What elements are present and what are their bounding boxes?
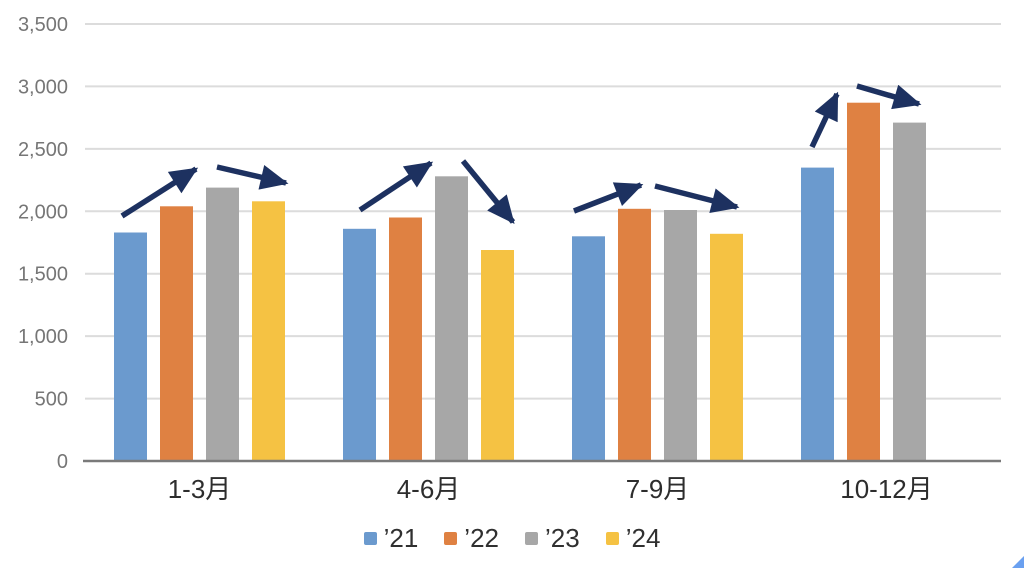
legend-swatch <box>363 531 377 545</box>
x-axis-label: 1-3月 <box>168 474 232 504</box>
y-tick-label: 1,000 <box>18 326 68 348</box>
bar-23-10-12月 <box>893 122 926 461</box>
trend-arrow <box>654 183 740 213</box>
bar-23-1-3月 <box>206 187 239 461</box>
bar-21-1-3月 <box>114 232 147 461</box>
y-tick-label: 2,000 <box>18 201 68 223</box>
bar-24-1-3月 <box>252 201 285 462</box>
trend-arrow <box>120 166 199 219</box>
bar-23-7-9月 <box>664 210 697 461</box>
y-tick-label: 1,500 <box>18 264 68 286</box>
trend-arrow <box>216 164 289 190</box>
bar-24-4-6月 <box>481 250 514 461</box>
corner-accent-triangle <box>1012 556 1024 568</box>
legend-label: ’24 <box>625 523 661 553</box>
x-axis-label: 7-9月 <box>626 474 690 504</box>
bar-24-7-9月 <box>710 233 743 461</box>
trend-arrow <box>573 182 644 214</box>
bar-21-7-9月 <box>572 236 605 461</box>
bar-22-4-6月 <box>389 217 422 461</box>
legend-swatch <box>525 531 538 545</box>
legend-item-23: ’23 <box>525 525 580 551</box>
bar-22-7-9月 <box>618 208 651 461</box>
legend-item-21: ’21 <box>363 523 419 553</box>
y-tick-label: 500 <box>35 389 68 411</box>
y-tick-label: 2,500 <box>18 139 68 161</box>
legend-swatch <box>605 531 619 545</box>
legend-item-24: ’24 <box>605 523 661 553</box>
legend-swatch <box>444 531 458 545</box>
trend-arrow <box>856 83 922 110</box>
bar-21-4-6月 <box>343 228 376 461</box>
x-axis-label: 4-6月 <box>397 474 461 504</box>
trend-arrow <box>358 160 434 213</box>
y-tick-label: 0 <box>57 451 68 473</box>
legend-label: ’23 <box>545 523 580 553</box>
bar-23-4-6月 <box>435 176 468 462</box>
trend-arrow <box>460 159 516 224</box>
x-axis-label: 10-12月 <box>840 474 933 504</box>
bar-22-1-3月 <box>160 206 193 461</box>
legend-label: ’22 <box>464 523 499 553</box>
legend-item-22: ’22 <box>444 525 499 551</box>
trend-arrow <box>809 91 840 149</box>
bar-21-10-12月 <box>801 167 834 461</box>
legend-label: ’21 <box>383 523 419 553</box>
y-tick-label: 3,000 <box>18 76 68 98</box>
bar-22-10-12月 <box>847 102 880 461</box>
chart-legend: ’21 ’22 ’23 ’24 <box>0 522 1024 554</box>
y-tick-label: 3,500 <box>18 14 68 36</box>
